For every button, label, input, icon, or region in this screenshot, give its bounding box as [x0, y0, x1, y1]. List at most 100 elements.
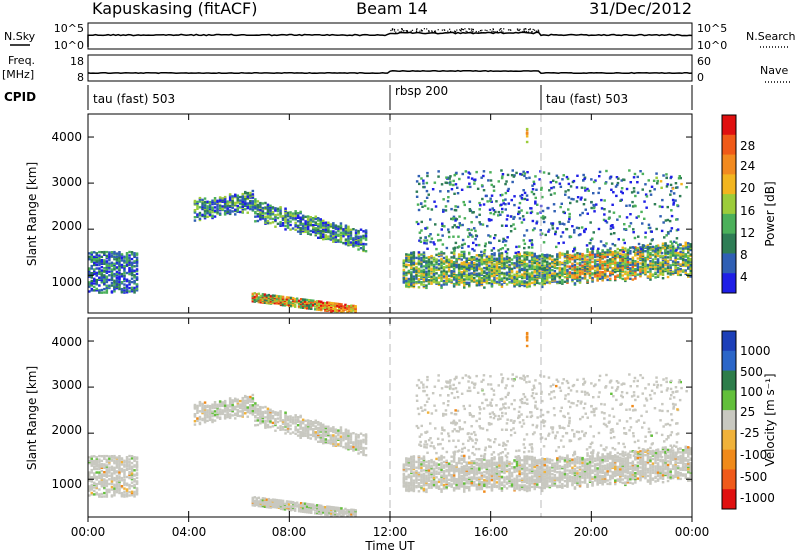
- velocity-cell: [284, 423, 287, 426]
- power-cell: [581, 252, 584, 256]
- power-cell: [93, 285, 96, 289]
- velocity-heatmap: [88, 331, 692, 517]
- power-cell: [515, 270, 519, 274]
- power-cell: [664, 219, 668, 222]
- power-cell: [548, 262, 552, 265]
- power-cell: [505, 218, 509, 221]
- power-cell: [573, 253, 577, 256]
- power-cell: [523, 242, 527, 245]
- velocity-cell: [228, 402, 232, 406]
- power-cell: [296, 212, 300, 215]
- power-cell: [296, 230, 300, 233]
- power-cell: [679, 263, 682, 266]
- power-cell: [552, 203, 556, 206]
- power-cell: [548, 189, 551, 192]
- velocity-cell: [281, 419, 285, 422]
- nsearch-point: [531, 31, 533, 33]
- velocity-cell: [211, 418, 214, 421]
- power-cell: [279, 295, 283, 298]
- power-cell: [588, 258, 592, 261]
- power-cell: [418, 231, 422, 234]
- power-cell: [589, 238, 593, 242]
- power-cell: [475, 257, 479, 260]
- power-cell: [576, 273, 579, 277]
- velocity-cell: [108, 471, 111, 474]
- power-cell: [133, 253, 136, 256]
- power-cell: [670, 190, 673, 193]
- power-cell: [596, 267, 599, 271]
- power-cell: [666, 205, 669, 209]
- power-cell: [492, 189, 496, 192]
- power-cell: [681, 269, 685, 272]
- velocity-cell: [216, 415, 219, 418]
- velocity-cell: [118, 455, 121, 458]
- nsearch-point: [428, 31, 430, 33]
- power-cell: [110, 264, 114, 268]
- power-cell: [133, 282, 136, 285]
- power-cell: [656, 261, 660, 265]
- power-cell: [473, 261, 476, 265]
- power-cell: [654, 246, 657, 249]
- velocity-cell: [276, 411, 280, 414]
- velocity-cell: [251, 406, 255, 409]
- power-cell: [417, 257, 421, 260]
- power-cell: [536, 255, 539, 258]
- power-cell: [439, 190, 442, 193]
- power-cell: [636, 246, 640, 250]
- power-cell: [236, 201, 239, 204]
- power-cell: [580, 196, 583, 199]
- power-cell: [626, 273, 630, 276]
- power-cell: [558, 222, 562, 226]
- power-cell: [652, 179, 656, 182]
- power-cell: [474, 229, 477, 233]
- power-cell: [488, 275, 491, 278]
- power-cell: [676, 246, 680, 249]
- power-cell: [573, 228, 576, 232]
- power-cell: [601, 264, 604, 267]
- power-cell: [651, 245, 655, 249]
- power-cell: [525, 273, 529, 276]
- power-cell: [518, 280, 521, 283]
- velocity-cell: [251, 400, 255, 404]
- power-cell: [457, 267, 461, 270]
- velocity-cell: [95, 467, 98, 471]
- velocity-cell: [88, 471, 91, 474]
- power-cell: [249, 207, 252, 211]
- power-cell: [130, 263, 134, 267]
- power-cell: [563, 259, 567, 263]
- power-cell: [441, 222, 444, 225]
- power-cell: [556, 267, 559, 270]
- velocity-cell: [105, 488, 109, 491]
- power-cell: [540, 188, 543, 191]
- velocity-cell: [90, 486, 93, 489]
- power-cell: [419, 202, 423, 205]
- power-cell: [655, 244, 658, 248]
- power-cell: [672, 192, 676, 195]
- power-cell: [327, 221, 330, 224]
- power-cell: [626, 263, 630, 266]
- power-cell: [647, 223, 651, 226]
- power-cell: [445, 264, 448, 268]
- power-cell: [628, 204, 631, 207]
- power-cell: [589, 242, 592, 245]
- power-cell: [617, 238, 620, 241]
- power-cell: [518, 252, 521, 255]
- velocity-cell: [98, 472, 101, 475]
- power-cell: [500, 176, 504, 180]
- power-cell: [505, 252, 509, 255]
- power-cell: [108, 253, 111, 256]
- velocity-cell: [269, 420, 272, 423]
- velocity-cell: [93, 493, 96, 496]
- power-cell: [629, 274, 632, 277]
- power-cell: [602, 244, 605, 247]
- power-cell: [338, 302, 341, 306]
- velocity-cell: [118, 466, 121, 469]
- velocity-cell: [244, 401, 247, 405]
- velocity-cell: [198, 410, 202, 413]
- power-cell: [530, 254, 534, 257]
- power-cell: [573, 247, 576, 251]
- velocity-cell: [95, 493, 98, 496]
- power-cell: [279, 215, 282, 218]
- power-cell: [115, 276, 119, 279]
- power-cell: [475, 215, 478, 219]
